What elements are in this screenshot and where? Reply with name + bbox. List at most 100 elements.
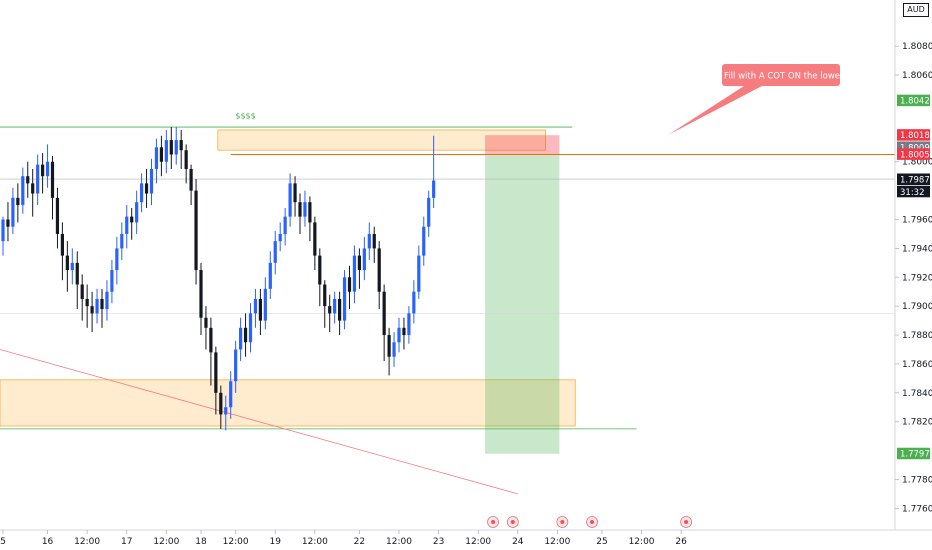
x-tick-label: 5: [0, 537, 6, 547]
candle: [144, 168, 149, 208]
candle: [50, 155, 55, 220]
candle-body: [392, 342, 396, 357]
candle-body: [45, 161, 50, 177]
candle: [382, 284, 386, 362]
candle: [372, 226, 376, 263]
x-tick-label: 23: [433, 537, 444, 547]
candle-body: [184, 150, 188, 169]
candle-body: [169, 140, 173, 155]
candle: [362, 236, 366, 281]
candle-body: [41, 164, 45, 177]
price-tag: 1.80184: [897, 129, 932, 141]
candle: [199, 262, 203, 336]
candle: [377, 241, 381, 310]
candle-body: [352, 255, 357, 292]
price-tag-label: 1.77978: [900, 450, 932, 460]
x-tick-label: 12:00: [153, 537, 179, 547]
candle-body: [313, 222, 317, 256]
candle: [6, 202, 10, 242]
candle: [308, 196, 312, 242]
x-tick-label: 18: [195, 537, 207, 547]
candle-body: [268, 262, 272, 289]
price-tag: 1.77978: [897, 447, 932, 460]
candle: [298, 193, 302, 234]
candle: [16, 183, 20, 223]
x-tick-label: 12:00: [74, 537, 100, 547]
candle-body: [377, 248, 381, 292]
price-tag-bg: [897, 185, 930, 198]
y-tick-label: 1.79600: [902, 216, 932, 226]
price-tag-bg: [897, 129, 930, 141]
x-tick-label: 19: [270, 537, 282, 547]
candle: [367, 222, 371, 260]
candle-body: [263, 288, 267, 321]
candle-body: [154, 147, 159, 169]
candle-body: [115, 248, 119, 271]
x-tick-label: 12:00: [302, 537, 328, 547]
event-marker-dot: [590, 520, 595, 524]
candle-body: [36, 164, 40, 194]
candle-body: [55, 197, 60, 234]
candle-body: [432, 180, 436, 198]
price-tag: 31:32: [897, 185, 930, 198]
candle: [164, 129, 168, 174]
candle-body: [6, 219, 10, 227]
candle: [179, 129, 183, 169]
price-tag-bg: [897, 173, 930, 186]
y-tick-label: 1.80600: [902, 71, 932, 81]
candle-body: [278, 233, 282, 242]
candle: [229, 371, 233, 419]
candle-body: [214, 352, 218, 393]
candle: [194, 179, 198, 285]
candle-body: [100, 298, 104, 310]
candle-body: [417, 255, 421, 292]
candle-body: [120, 233, 124, 249]
candle-body: [60, 233, 64, 256]
event-marker-icon: [506, 516, 519, 528]
candle-body: [422, 226, 426, 256]
candle-body: [382, 291, 386, 336]
y-tick-label: 1.79000: [902, 302, 932, 312]
candle: [397, 317, 401, 353]
candle: [234, 340, 238, 393]
event-marker-icon: [487, 516, 499, 528]
candle: [333, 291, 337, 324]
candle: [313, 216, 317, 271]
candle: [253, 288, 258, 328]
candle-body: [412, 291, 416, 314]
y-tick-label: 1.77600: [902, 504, 932, 514]
currency-badge[interactable]: AUD: [903, 3, 929, 17]
price-tag: 1.80051: [897, 148, 932, 160]
candle: [263, 277, 267, 330]
y-tick-label: 1.79200: [902, 273, 932, 283]
candle-body: [318, 255, 322, 285]
candle-body: [16, 197, 20, 206]
x-tick-label: 12:00: [629, 537, 655, 547]
candle-body: [95, 298, 99, 314]
candle-body: [75, 262, 79, 285]
zone-upper-supply: [217, 129, 546, 151]
candle-body: [243, 327, 248, 343]
candle: [258, 288, 262, 336]
candle-body: [328, 306, 332, 314]
event-marker-dot: [560, 520, 565, 524]
x-tick-label: 12:00: [386, 537, 412, 547]
candle: [70, 248, 74, 285]
candle: [204, 306, 208, 350]
candle-body: [372, 233, 376, 249]
x-tick-label: 17: [121, 537, 132, 547]
liquidity-label: $$$$: [235, 111, 255, 120]
take-profit-zone: [485, 154, 560, 454]
candle-body: [130, 216, 134, 223]
candle-body: [273, 241, 277, 263]
candle-body: [135, 202, 139, 223]
candle-body: [234, 349, 238, 382]
candle-body: [85, 298, 89, 307]
candle-body: [367, 233, 371, 249]
price-tag-bg: [897, 148, 930, 160]
candle: [278, 222, 282, 252]
candle: [268, 251, 272, 299]
candle: [422, 216, 426, 266]
candle-body: [283, 216, 287, 234]
